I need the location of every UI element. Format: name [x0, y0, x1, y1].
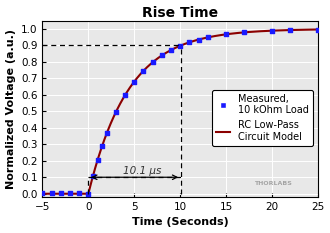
Measured,
10 kOhm Load: [86, 192, 91, 195]
Y-axis label: Normalized Voltage (a.u.): Normalized Voltage (a.u.): [6, 29, 16, 189]
RC Low-Pass
Circuit Model: [41, 192, 45, 195]
RC Low-Pass
Circuit Model: [308, 28, 312, 31]
Measured,
10 kOhm Load: [99, 144, 105, 148]
Measured,
10 kOhm Load: [122, 93, 128, 97]
Text: 10.1 μs: 10.1 μs: [123, 166, 162, 176]
Measured,
10 kOhm Load: [205, 36, 210, 39]
Measured,
10 kOhm Load: [95, 158, 100, 162]
Measured,
10 kOhm Load: [315, 28, 320, 31]
Measured,
10 kOhm Load: [132, 80, 137, 83]
Measured,
10 kOhm Load: [288, 28, 293, 32]
RC Low-Pass
Circuit Model: [308, 28, 312, 31]
Measured,
10 kOhm Load: [187, 41, 192, 44]
Title: Rise Time: Rise Time: [142, 6, 218, 20]
Measured,
10 kOhm Load: [90, 174, 96, 178]
Text: THORLABS: THORLABS: [254, 181, 292, 186]
Measured,
10 kOhm Load: [223, 32, 229, 36]
Measured,
10 kOhm Load: [58, 191, 63, 195]
RC Low-Pass
Circuit Model: [167, 50, 171, 52]
RC Low-Pass
Circuit Model: [54, 192, 58, 195]
Measured,
10 kOhm Load: [141, 69, 146, 73]
Measured,
10 kOhm Load: [77, 191, 82, 195]
Measured,
10 kOhm Load: [113, 110, 118, 114]
Measured,
10 kOhm Load: [196, 38, 201, 41]
RC Low-Pass
Circuit Model: [174, 46, 178, 49]
Measured,
10 kOhm Load: [269, 29, 275, 33]
Measured,
10 kOhm Load: [104, 131, 109, 135]
Measured,
10 kOhm Load: [159, 54, 164, 57]
Legend: Measured,
10 kOhm Load, RC Low-Pass
Circuit Model: Measured, 10 kOhm Load, RC Low-Pass Circ…: [212, 90, 313, 146]
X-axis label: Time (Seconds): Time (Seconds): [132, 217, 228, 227]
Measured,
10 kOhm Load: [178, 44, 183, 48]
Measured,
10 kOhm Load: [49, 191, 54, 195]
Measured,
10 kOhm Load: [168, 48, 174, 52]
Line: RC Low-Pass
Circuit Model: RC Low-Pass Circuit Model: [43, 30, 318, 194]
RC Low-Pass
Circuit Model: [257, 30, 261, 33]
RC Low-Pass
Circuit Model: [316, 28, 320, 31]
Measured,
10 kOhm Load: [150, 60, 155, 64]
Measured,
10 kOhm Load: [242, 31, 247, 34]
Measured,
10 kOhm Load: [67, 191, 73, 195]
Measured,
10 kOhm Load: [40, 191, 45, 195]
